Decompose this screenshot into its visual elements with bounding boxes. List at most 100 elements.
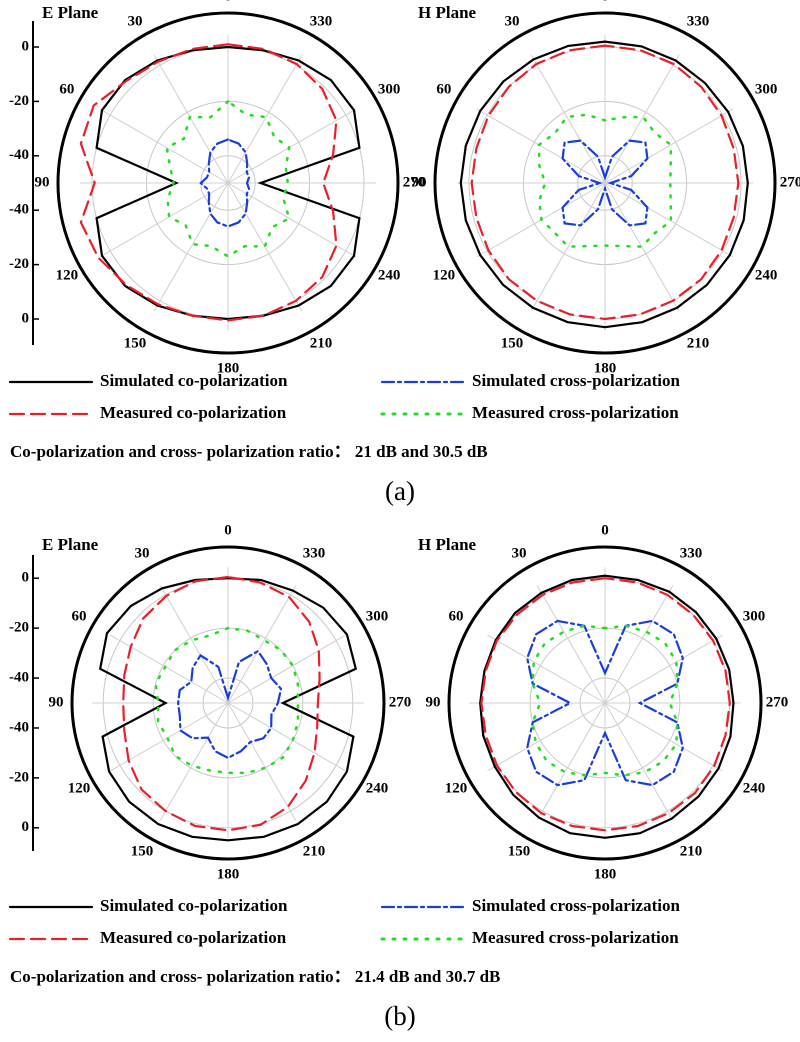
outer-ring <box>433 11 777 355</box>
grid-spoke <box>153 54 229 184</box>
angle-label: 240 <box>755 267 778 283</box>
legend-label: Simulated cross-polarization <box>472 371 680 390</box>
legend-label: Measured cross-polarization <box>472 403 679 422</box>
polar-line <box>199 138 251 228</box>
angle-label: 60 <box>59 81 74 97</box>
r-tick-label: -20 <box>9 256 29 272</box>
polar-line <box>176 649 283 760</box>
polar-line <box>537 113 673 248</box>
angle-label: 90 <box>35 174 50 190</box>
angle-label: 90 <box>49 694 64 710</box>
legend-label: Simulated co-polarization <box>100 896 288 915</box>
angle-label: 60 <box>436 81 451 97</box>
r-tick-label: -20 <box>9 620 29 636</box>
caption: (b) <box>384 1001 415 1031</box>
angle-label: 240 <box>743 780 766 796</box>
grid-spoke <box>604 108 734 184</box>
polar-line <box>95 45 361 321</box>
r-tick-label: 0 <box>22 38 30 54</box>
angle-label: 0 <box>601 522 609 538</box>
angle-label: 120 <box>433 267 456 283</box>
polar-line <box>526 619 684 787</box>
legend-label: Simulated co-polarization <box>100 371 288 390</box>
angle-label: 30 <box>135 545 150 561</box>
angle-label: 210 <box>687 336 710 352</box>
angle-label: 0 <box>601 0 609 4</box>
r-tick-label: -20 <box>9 93 29 109</box>
angle-label: 30 <box>512 545 527 561</box>
plot-title: H Plane <box>418 3 477 22</box>
angle-label: 240 <box>378 267 401 283</box>
angle-label: 300 <box>743 608 766 624</box>
angle-label: 330 <box>310 13 333 29</box>
plot-title: H Plane <box>418 535 477 554</box>
grid-spoke <box>227 634 346 704</box>
angle-label: 270 <box>780 174 800 190</box>
grid-spoke <box>536 702 606 821</box>
angle-label: 300 <box>755 81 778 97</box>
grid-spoke <box>604 702 723 772</box>
polar-line <box>531 624 679 777</box>
r-tick-label: 0 <box>22 819 30 835</box>
r-tick-label: 0 <box>22 310 30 326</box>
angle-label: 90 <box>426 694 441 710</box>
angle-label: 150 <box>501 336 524 352</box>
grid-spoke <box>227 182 357 258</box>
angle-label: 180 <box>217 866 240 882</box>
polar-line <box>98 577 358 842</box>
grid-spoke <box>159 585 229 704</box>
angle-label: 120 <box>445 780 468 796</box>
grid-spoke <box>99 108 229 184</box>
angle-label: 150 <box>508 843 531 859</box>
angle-label: 60 <box>72 608 87 624</box>
angle-label: 330 <box>687 13 710 29</box>
polar-line <box>479 574 735 839</box>
polar-line <box>79 43 338 322</box>
angle-label: 0 <box>224 522 232 538</box>
grid-spoke <box>159 702 229 821</box>
angle-label: 180 <box>217 360 240 376</box>
legend-label: Measured co-polarization <box>100 403 287 422</box>
grid-spoke <box>604 702 674 821</box>
grid-spoke <box>604 634 723 704</box>
angle-label: 300 <box>378 81 401 97</box>
angle-label: 60 <box>449 608 464 624</box>
grid-spoke <box>530 54 606 184</box>
legend-label: Measured co-polarization <box>100 928 287 947</box>
grid-spoke <box>227 585 297 704</box>
angle-label: 210 <box>303 843 326 859</box>
grid-spoke <box>476 108 606 184</box>
legend-label: Simulated cross-polarization <box>472 896 680 915</box>
grid-spoke <box>536 585 606 704</box>
grid-spoke <box>604 585 674 704</box>
grid-spoke <box>530 182 606 312</box>
plot-title: E Plane <box>42 3 99 22</box>
angle-label: 180 <box>594 360 617 376</box>
grid-spoke <box>604 182 734 258</box>
polar-line <box>561 139 649 227</box>
angle-label: 90 <box>412 174 427 190</box>
angle-label: 0 <box>224 0 232 4</box>
angle-label: 300 <box>366 608 389 624</box>
r-tick-label: -40 <box>9 202 29 218</box>
angle-label: 240 <box>366 780 389 796</box>
polar-line <box>459 40 749 329</box>
grid-spoke <box>487 634 606 704</box>
angle-label: 30 <box>128 13 143 29</box>
r-tick-label: -20 <box>9 769 29 785</box>
grid-spoke <box>227 702 297 821</box>
grid-spoke <box>99 182 229 258</box>
grid-spoke <box>604 182 680 312</box>
grid-spoke <box>110 634 229 704</box>
grid-spoke <box>604 54 680 184</box>
r-tick-label: -40 <box>9 147 29 163</box>
angle-label: 150 <box>131 843 154 859</box>
grid-spoke <box>227 182 303 312</box>
r-tick-label: -40 <box>9 719 29 735</box>
polar-line <box>122 575 321 832</box>
polar-line <box>165 99 291 258</box>
angle-label: 270 <box>389 694 412 710</box>
grid-spoke <box>227 108 357 184</box>
angle-label: 180 <box>594 866 617 882</box>
